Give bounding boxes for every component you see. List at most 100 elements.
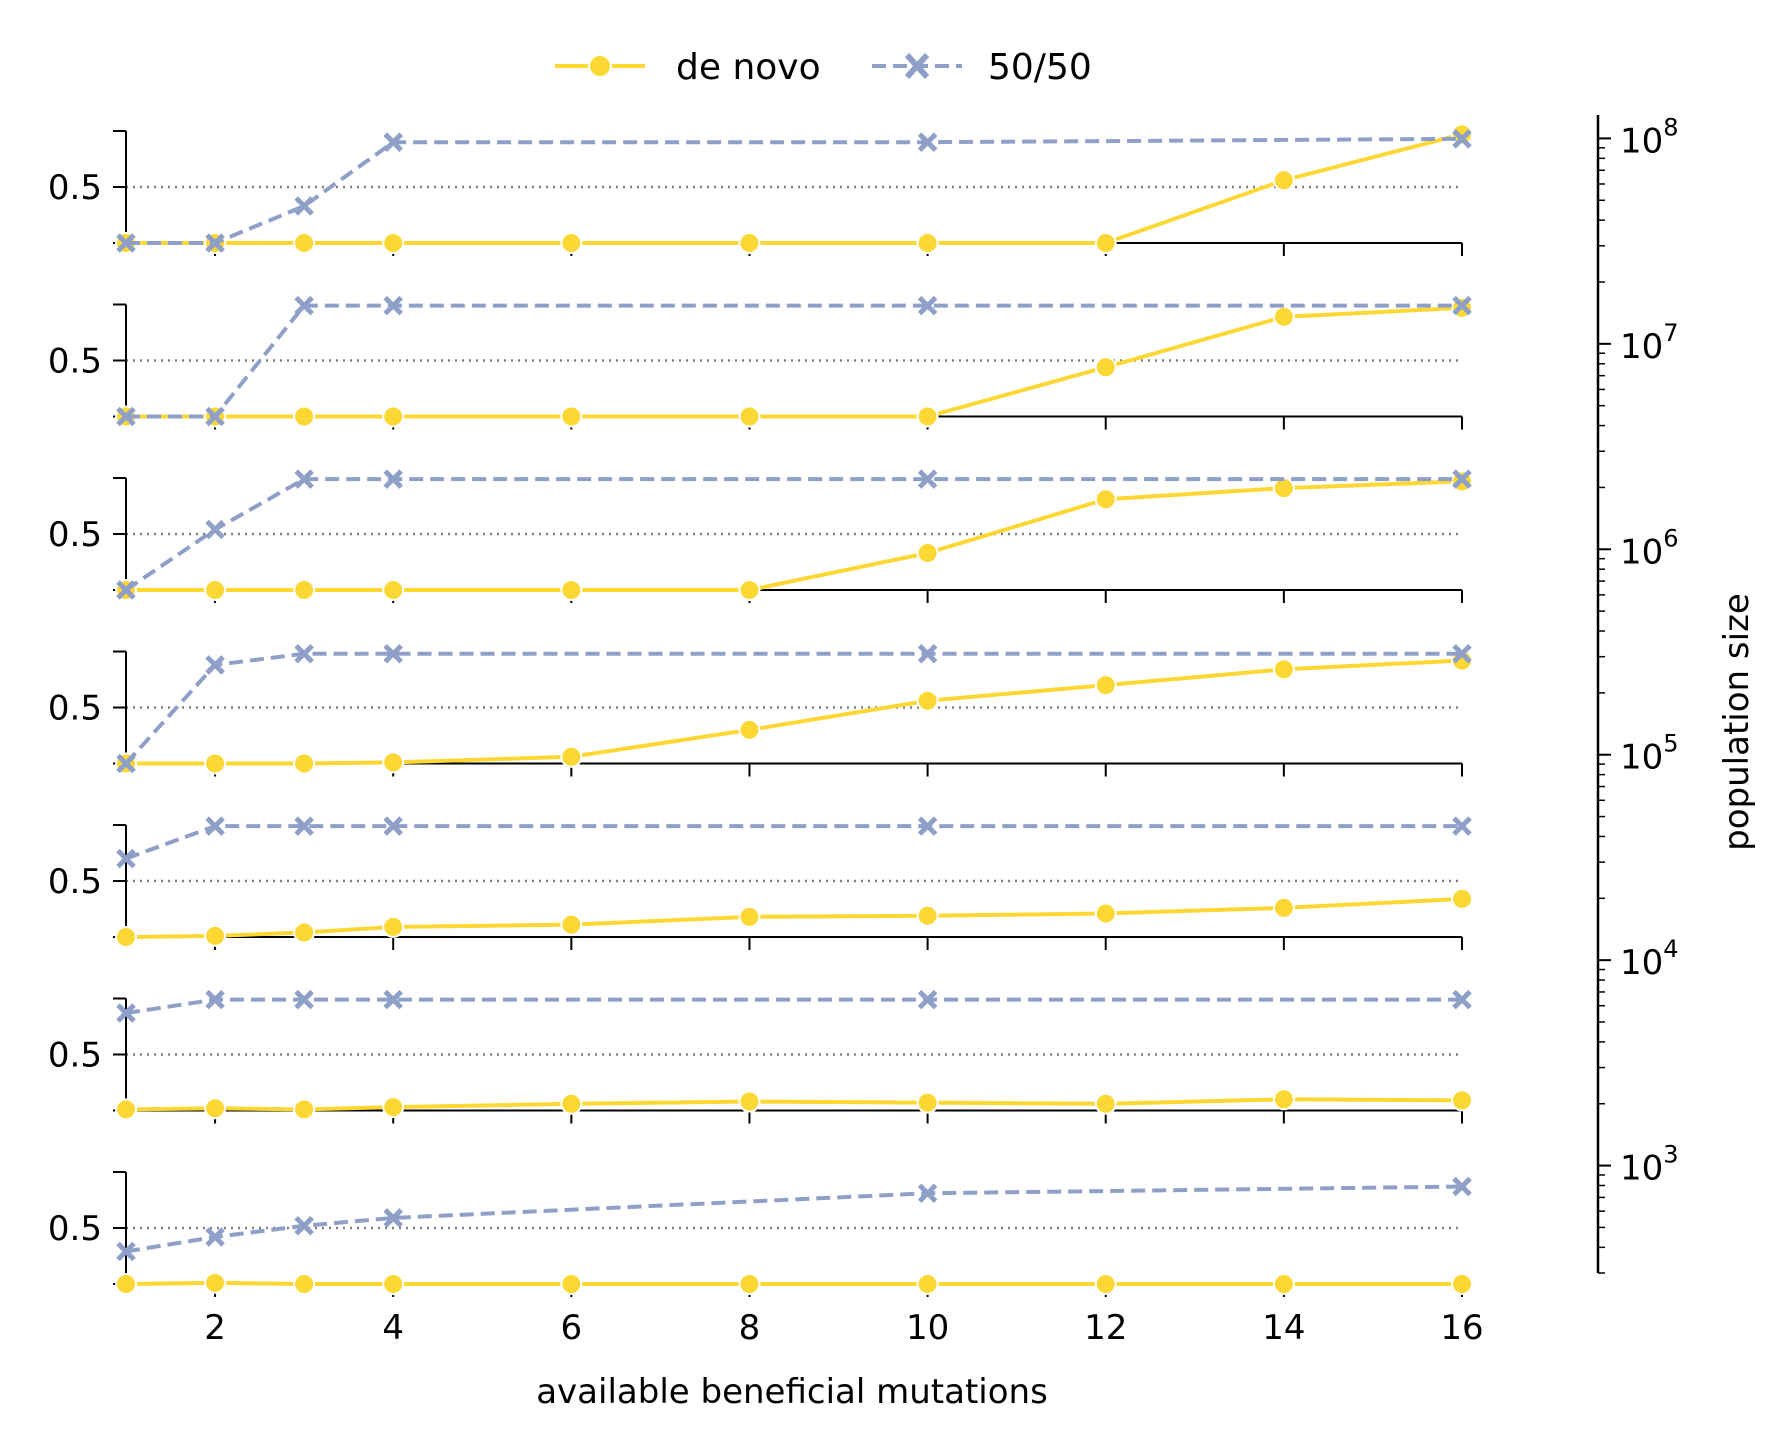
panel-1: 0.5 xyxy=(48,124,1472,256)
series-group xyxy=(116,471,1472,600)
series-group xyxy=(116,1179,1472,1294)
data-point-de-novo xyxy=(294,754,314,774)
x-tick-label: 8 xyxy=(739,1308,761,1348)
data-point-de-novo xyxy=(561,747,581,767)
y-tick-label: 0.5 xyxy=(48,342,102,382)
population-tick-label: 107 xyxy=(1620,319,1679,367)
data-point-de-novo xyxy=(116,927,136,947)
data-point-de-novo xyxy=(1096,1094,1116,1114)
series-line-50-50 xyxy=(126,826,1462,858)
data-point-de-novo xyxy=(918,691,938,711)
data-point-de-novo xyxy=(561,580,581,600)
series-line-50-50 xyxy=(126,139,1462,243)
data-point-de-novo xyxy=(1274,1274,1294,1294)
y-tick-label: 0.5 xyxy=(48,515,102,555)
data-point-de-novo xyxy=(561,233,581,253)
series-line-50-50 xyxy=(126,1187,1462,1252)
data-point-de-novo xyxy=(294,233,314,253)
y-tick-label: 0.5 xyxy=(48,1036,102,1076)
population-axis-label: population size xyxy=(1717,593,1757,851)
x-tick-label: 4 xyxy=(382,1308,404,1348)
data-point-de-novo xyxy=(561,1274,581,1294)
data-point-de-novo xyxy=(1096,233,1116,253)
data-point-de-novo xyxy=(383,752,403,772)
data-point-50-50 xyxy=(296,198,312,214)
data-point-de-novo xyxy=(383,407,403,427)
legend-label-50-50: 50/50 xyxy=(988,47,1092,88)
x-tick-label: 6 xyxy=(561,1308,583,1348)
data-point-de-novo xyxy=(383,1274,403,1294)
x-tick-label: 16 xyxy=(1440,1308,1483,1348)
x-tick-label: 14 xyxy=(1262,1308,1305,1348)
data-point-de-novo xyxy=(383,1097,403,1117)
series-group xyxy=(116,124,1472,253)
data-point-de-novo xyxy=(1274,307,1294,327)
data-point-de-novo xyxy=(918,407,938,427)
data-point-de-novo xyxy=(1096,1274,1116,1294)
series-group xyxy=(116,818,1472,947)
data-point-50-50 xyxy=(207,522,223,538)
data-point-de-novo xyxy=(1452,1274,1472,1294)
panel-6: 0.5 xyxy=(48,992,1472,1124)
data-point-de-novo xyxy=(1274,659,1294,679)
data-point-de-novo xyxy=(1096,489,1116,509)
y-tick-label: 0.5 xyxy=(48,168,102,208)
y-tick-label: 0.5 xyxy=(48,689,102,729)
data-point-de-novo xyxy=(918,906,938,926)
data-point-de-novo xyxy=(294,580,314,600)
series-line-50-50 xyxy=(126,1000,1462,1013)
data-point-de-novo xyxy=(739,1274,759,1294)
data-point-de-novo xyxy=(383,917,403,937)
legend-swatch-de-novo-marker xyxy=(589,55,611,77)
population-tick-label: 106 xyxy=(1620,524,1679,572)
data-point-de-novo xyxy=(739,580,759,600)
data-point-de-novo xyxy=(1452,889,1472,909)
data-point-de-novo xyxy=(739,1092,759,1112)
series-group xyxy=(116,298,1472,427)
data-point-de-novo xyxy=(1096,357,1116,377)
data-point-de-novo xyxy=(918,233,938,253)
data-point-de-novo xyxy=(739,407,759,427)
legend-label-de-novo: de novo xyxy=(676,47,821,88)
data-point-de-novo xyxy=(205,754,225,774)
data-point-de-novo xyxy=(561,915,581,935)
series-line-de-novo xyxy=(126,660,1462,763)
data-point-de-novo xyxy=(1096,675,1116,695)
population-tick-label: 103 xyxy=(1620,1141,1679,1189)
data-point-de-novo xyxy=(116,1099,136,1119)
series-line-de-novo xyxy=(126,1099,1462,1109)
data-point-de-novo xyxy=(205,1273,225,1293)
y-tick-label: 0.5 xyxy=(48,1209,102,1249)
data-point-de-novo xyxy=(739,233,759,253)
data-point-de-novo xyxy=(1452,1090,1472,1110)
data-point-de-novo xyxy=(294,1099,314,1119)
data-point-de-novo xyxy=(294,1274,314,1294)
population-axis: population size 103 104 105 106 107 108 xyxy=(1598,113,1757,1273)
series-line-de-novo xyxy=(126,308,1462,417)
population-tick-label: 105 xyxy=(1620,730,1679,778)
x-axis: available beneficial mutations xyxy=(536,1372,1048,1412)
series-line-de-novo xyxy=(126,899,1462,937)
panel-3: 0.5 xyxy=(48,471,1472,603)
panels: 0.5 0.5 0.5 0.5 0.5 0.5 0.5 2 4 6 8 10 12 14 16 xyxy=(48,124,1484,1348)
data-point-de-novo xyxy=(1096,903,1116,923)
data-point-de-novo xyxy=(116,1274,136,1294)
panel-5: 0.5 xyxy=(48,818,1472,950)
data-point-de-novo xyxy=(205,580,225,600)
x-tick-label: 12 xyxy=(1084,1308,1127,1348)
x-axis-label: available beneficial mutations xyxy=(536,1372,1048,1412)
panel-7: 0.52 4 6 8 10 12 14 16 xyxy=(48,1172,1484,1348)
data-point-de-novo xyxy=(294,407,314,427)
population-tick-label: 104 xyxy=(1620,935,1679,983)
series-line-de-novo xyxy=(126,1283,1462,1284)
data-point-de-novo xyxy=(383,580,403,600)
data-point-de-novo xyxy=(383,233,403,253)
data-point-de-novo xyxy=(918,1093,938,1113)
data-point-de-novo xyxy=(1274,898,1294,918)
data-point-de-novo xyxy=(918,543,938,563)
population-tick-label: 108 xyxy=(1620,113,1679,161)
x-tick-label: 2 xyxy=(204,1308,226,1348)
data-point-de-novo xyxy=(294,923,314,943)
panel-4: 0.5 xyxy=(48,646,1472,777)
